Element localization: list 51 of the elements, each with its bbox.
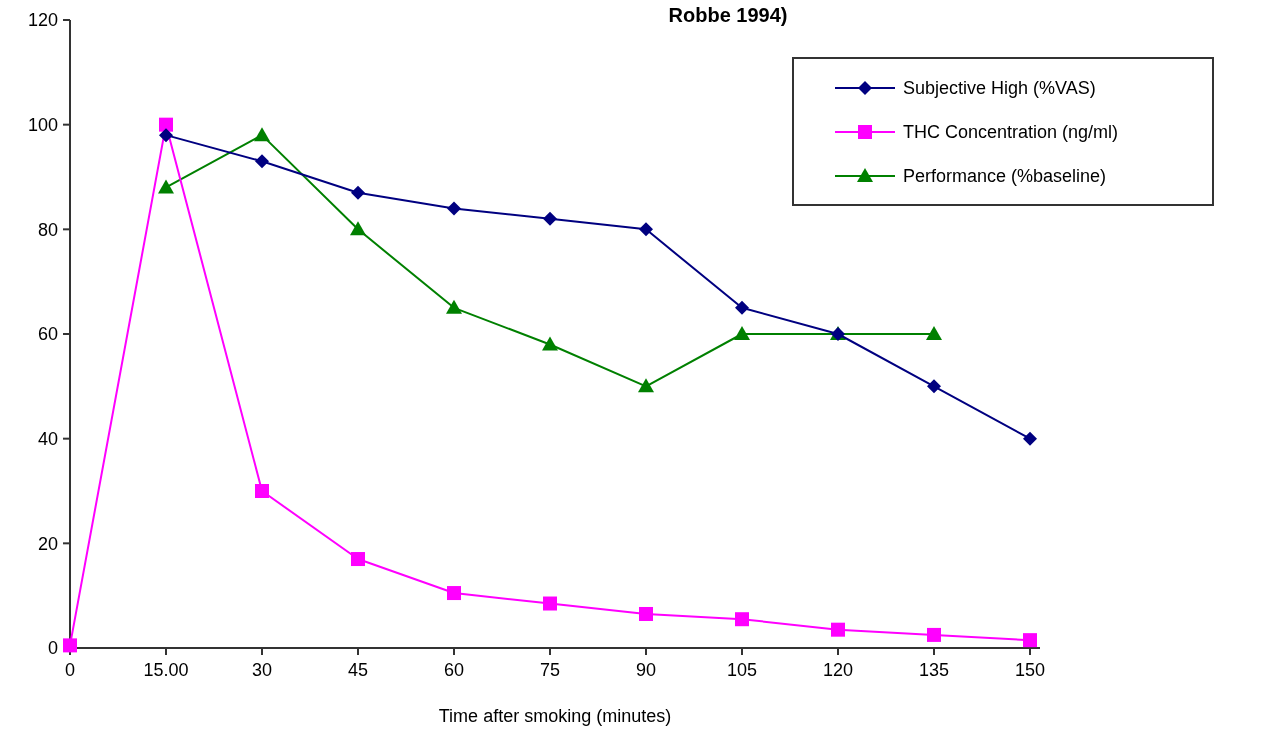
legend-label: THC Concentration (ng/ml): [903, 122, 1119, 143]
y-tick-label: 80: [37, 219, 58, 240]
point: [159, 117, 173, 132]
y-tick-label: 60: [37, 324, 58, 345]
x-tick-label: 75: [539, 660, 561, 680]
point: [63, 638, 77, 653]
point: [639, 606, 653, 621]
point: [735, 612, 749, 627]
point: [446, 299, 462, 314]
x-tick-label: 150: [1014, 660, 1046, 680]
point: [542, 336, 558, 351]
x-tick-label: 105: [726, 660, 758, 680]
point: [734, 326, 750, 340]
point: [350, 221, 366, 236]
y-tick-label: 40: [37, 428, 58, 449]
point: [1023, 633, 1037, 648]
point: [255, 484, 269, 498]
point: [254, 127, 270, 142]
x-tick-label: 120: [822, 660, 854, 680]
legend-label: Subjective High (%VAS): [903, 78, 1096, 99]
point: [639, 222, 653, 237]
point: [543, 596, 557, 611]
x-tick-label: 0: [64, 660, 76, 680]
x-axis-title: Time after smoking (minutes): [438, 706, 672, 726]
y-tick-label: 120: [27, 10, 58, 31]
point: [1023, 431, 1037, 446]
point: [638, 378, 654, 393]
point: [543, 211, 557, 226]
x-tick-label: 135: [918, 660, 950, 680]
point: [927, 379, 941, 394]
point: [927, 627, 941, 642]
y-tick-label: 100: [27, 114, 58, 135]
x-tick-label: 60: [443, 660, 465, 680]
point: [158, 179, 174, 194]
x-tick-label: 90: [635, 660, 657, 680]
point: [447, 201, 461, 216]
point: [926, 326, 942, 340]
point: [255, 154, 269, 169]
point: [159, 128, 173, 143]
x-tick-label: 30: [251, 660, 273, 680]
y-tick-label: 20: [37, 533, 58, 554]
point: [831, 622, 845, 637]
y-tick-label: 0: [47, 638, 58, 659]
chart-title: Robbe 1994): [668, 4, 788, 26]
legend-label: Performance (%baseline): [903, 166, 1107, 187]
point: [447, 586, 461, 601]
point: [351, 185, 365, 200]
x-tick-label: 45: [347, 660, 369, 680]
x-tick-label: 15.00: [143, 660, 189, 680]
point: [351, 552, 365, 567]
point: [735, 300, 749, 315]
